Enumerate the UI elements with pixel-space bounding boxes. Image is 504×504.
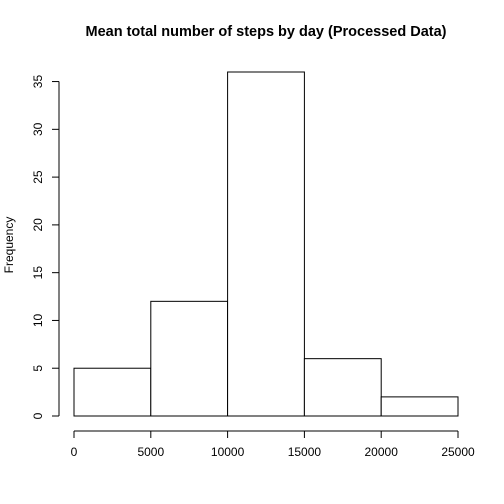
- x-tick-label: 20000: [365, 445, 399, 459]
- x-tick-label: 10000: [211, 445, 245, 459]
- histogram-bar-5: [380, 396, 459, 417]
- y-tick-label: 10: [31, 313, 45, 327]
- chart-title: Mean total number of steps by day (Proce…: [86, 24, 447, 40]
- y-tick-label: 25: [31, 170, 45, 184]
- histogram-bar-2: [150, 300, 229, 417]
- x-tick-label: 5000: [137, 445, 164, 459]
- y-axis-label: Frequency: [2, 217, 16, 274]
- histogram-bar-4: [303, 358, 382, 417]
- y-axis: 0 5 10 15 20 25 30 35: [31, 75, 60, 419]
- histogram-bar-1: [73, 367, 152, 417]
- y-tick-label: 30: [31, 122, 45, 136]
- histogram-bar-3: [227, 71, 305, 417]
- x-tick-label: 15000: [288, 445, 322, 459]
- x-axis: 0 5000 10000 15000 20000 25000: [71, 430, 475, 459]
- x-tick-label: 25000: [441, 445, 475, 459]
- y-tick-label: 0: [31, 412, 45, 419]
- y-tick-label: 5: [31, 365, 45, 372]
- bars-group: [73, 71, 459, 417]
- y-tick-label: 20: [31, 218, 45, 232]
- y-tick-label: 35: [31, 75, 45, 89]
- y-tick-label: 15: [31, 266, 45, 280]
- x-tick-label: 0: [71, 445, 78, 459]
